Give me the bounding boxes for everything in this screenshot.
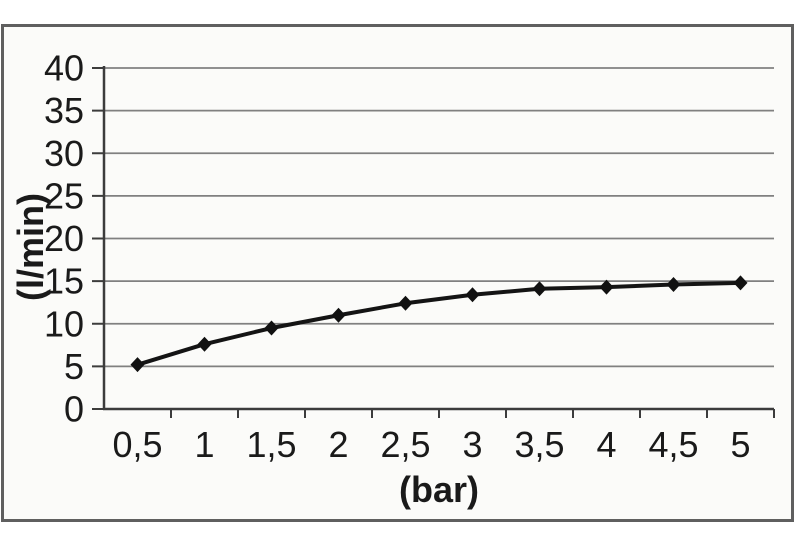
y-tick-label-5: 5 <box>64 346 84 387</box>
data-point-marker-1,5 <box>264 320 279 336</box>
data-point-marker-3,5 <box>532 281 547 297</box>
x-tick-label-3: 3 <box>462 424 482 465</box>
data-point-marker-4 <box>599 279 614 295</box>
y-tick-label-0: 0 <box>64 389 84 430</box>
x-axis-title: (bar) <box>399 469 479 510</box>
data-point-marker-1 <box>197 336 212 352</box>
x-tick-label-2: 2 <box>328 424 348 465</box>
data-point-marker-5 <box>733 275 748 291</box>
x-tick-label-3,5: 3,5 <box>514 424 564 465</box>
x-tick-label-5: 5 <box>730 424 750 465</box>
y-tick-label-20: 20 <box>44 218 84 259</box>
y-tick-label-25: 25 <box>44 175 84 216</box>
x-tick-label-4: 4 <box>596 424 616 465</box>
data-point-marker-4,5 <box>666 277 681 293</box>
x-tick-label-1,5: 1,5 <box>246 424 296 465</box>
data-point-marker-2 <box>331 307 346 323</box>
y-tick-label-30: 30 <box>44 133 84 174</box>
series-line-flow-rate <box>135 280 743 367</box>
data-point-marker-3 <box>465 287 480 303</box>
y-tick-label-10: 10 <box>44 303 84 344</box>
y-tick-label-35: 35 <box>44 90 84 131</box>
x-tick-label-1: 1 <box>194 424 214 465</box>
x-tick-label-2,5: 2,5 <box>380 424 430 465</box>
chart-frame-border <box>1 24 794 522</box>
data-point-marker-2,5 <box>398 295 413 311</box>
x-tick-label-0,5: 0,5 <box>112 424 162 465</box>
y-axis-title: (l/min) <box>10 193 51 301</box>
data-point-marker-0,5 <box>130 357 145 373</box>
x-tick-label-4,5: 4,5 <box>648 424 698 465</box>
y-tick-label-40: 40 <box>44 48 84 89</box>
y-tick-label-15: 15 <box>44 261 84 302</box>
